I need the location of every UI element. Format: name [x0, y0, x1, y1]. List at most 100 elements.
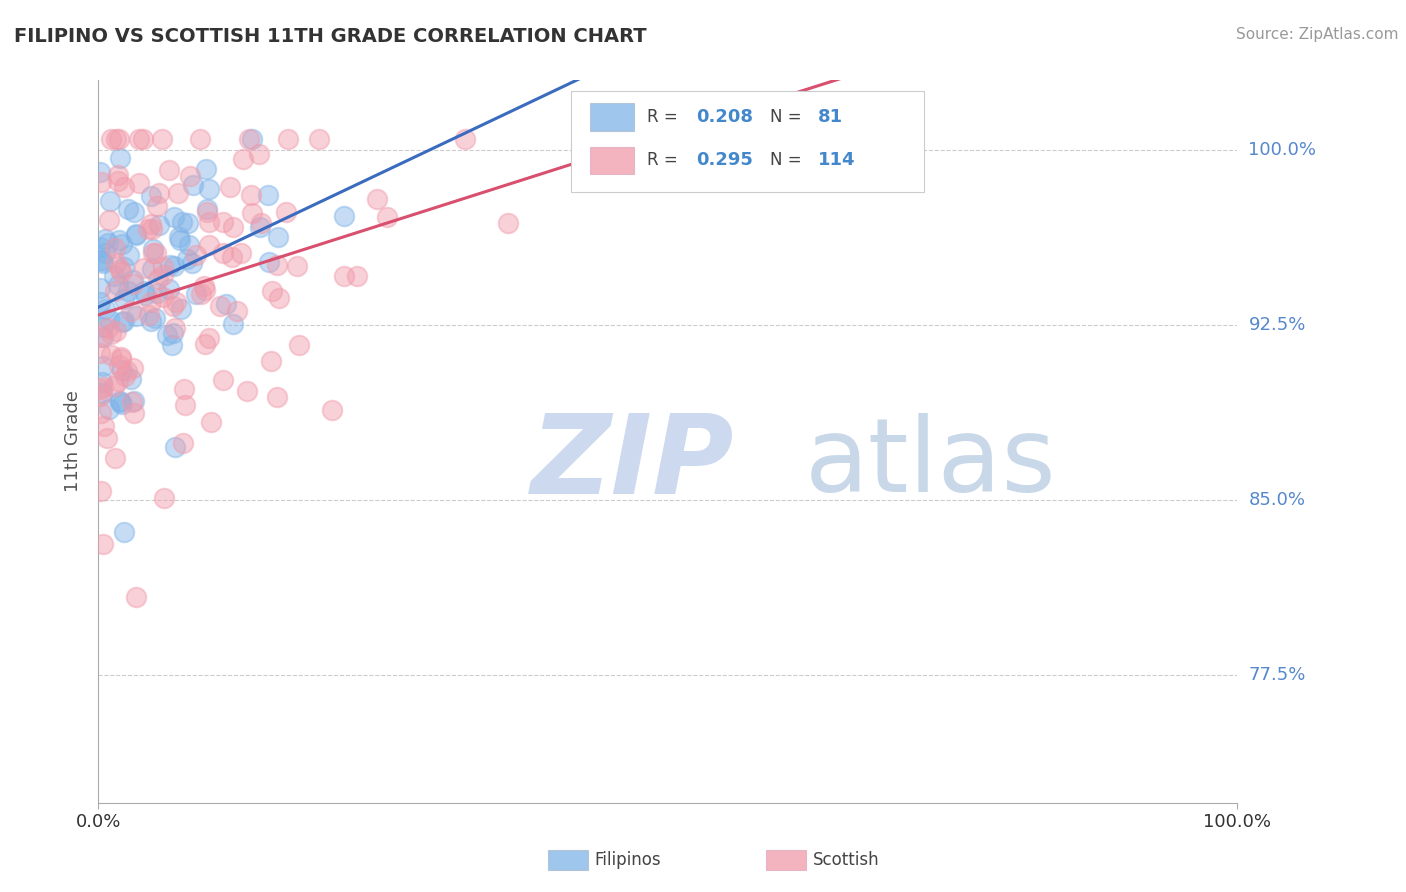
Point	[93, 320, 115, 334]
Point	[172, 215, 194, 229]
Point	[107, 277, 129, 292]
Point	[184, 248, 207, 262]
Point	[118, 248, 141, 262]
Point	[249, 220, 271, 235]
Point	[177, 237, 200, 252]
Point	[104, 284, 127, 298]
Point	[165, 295, 187, 310]
Point	[124, 227, 146, 241]
Point	[152, 290, 174, 304]
Point	[89, 382, 111, 396]
Point	[89, 252, 111, 267]
Point	[89, 165, 111, 179]
FancyBboxPatch shape	[591, 147, 634, 174]
Point	[752, 131, 775, 145]
Point	[145, 246, 167, 260]
Point	[148, 186, 170, 200]
Text: 85.0%: 85.0%	[1249, 491, 1305, 508]
Point	[184, 287, 207, 301]
Point	[333, 269, 356, 284]
Point	[179, 169, 201, 183]
Point	[288, 338, 311, 352]
Point	[198, 182, 221, 196]
Point	[266, 258, 288, 272]
Point	[150, 131, 173, 145]
Point	[146, 286, 169, 301]
Point	[240, 131, 263, 145]
Point	[346, 268, 368, 283]
Point	[112, 260, 135, 274]
Point	[238, 131, 260, 145]
Point	[117, 202, 139, 216]
Text: 0.208: 0.208	[696, 108, 754, 126]
Point	[139, 313, 162, 327]
Point	[97, 312, 120, 326]
Point	[174, 398, 197, 412]
Point	[107, 173, 129, 187]
Point	[232, 152, 254, 166]
Point	[125, 228, 148, 243]
Point	[91, 255, 114, 269]
Point	[321, 402, 343, 417]
Point	[128, 176, 150, 190]
Point	[128, 131, 150, 145]
Point	[110, 151, 132, 165]
Point	[96, 431, 118, 445]
Point	[159, 283, 181, 297]
Point	[89, 389, 111, 403]
Point	[141, 222, 163, 236]
Point	[240, 206, 263, 220]
Point	[110, 265, 132, 279]
Point	[121, 272, 143, 286]
Point	[139, 294, 162, 309]
Point	[91, 330, 114, 344]
Point	[169, 230, 191, 244]
Point	[222, 317, 245, 331]
Point	[239, 188, 262, 202]
Point	[157, 162, 180, 177]
Point	[103, 269, 125, 284]
Point	[136, 222, 159, 236]
Point	[257, 254, 280, 268]
Point	[212, 245, 235, 260]
Text: FILIPINO VS SCOTTISH 11TH GRADE CORRELATION CHART: FILIPINO VS SCOTTISH 11TH GRADE CORRELAT…	[14, 27, 647, 45]
Text: N =: N =	[770, 108, 807, 126]
Point	[125, 309, 148, 323]
Point	[138, 308, 160, 322]
Point	[145, 311, 167, 326]
Point	[163, 320, 186, 334]
Point	[121, 395, 143, 409]
Point	[152, 260, 174, 275]
Point	[163, 210, 186, 224]
Point	[121, 360, 143, 375]
FancyBboxPatch shape	[571, 91, 924, 193]
Point	[110, 352, 132, 367]
Point	[90, 175, 112, 189]
Point	[453, 131, 475, 145]
Text: 81: 81	[818, 108, 844, 126]
Point	[110, 362, 132, 376]
Point	[247, 146, 270, 161]
Point	[222, 220, 245, 235]
FancyBboxPatch shape	[591, 103, 634, 131]
Point	[257, 187, 280, 202]
Point	[498, 216, 520, 230]
Point	[167, 186, 190, 200]
Point	[221, 250, 243, 264]
Point	[90, 484, 112, 499]
Text: N =: N =	[770, 152, 807, 169]
Point	[277, 131, 299, 145]
Point	[100, 347, 122, 361]
Point	[195, 202, 218, 216]
Point	[229, 246, 252, 260]
Point	[134, 288, 156, 302]
Point	[162, 298, 184, 312]
Point	[107, 358, 129, 372]
Point	[366, 192, 388, 206]
Point	[194, 283, 217, 297]
Point	[97, 236, 120, 251]
Point	[94, 301, 117, 316]
Point	[125, 590, 148, 604]
Point	[108, 394, 131, 409]
Point	[120, 303, 142, 318]
